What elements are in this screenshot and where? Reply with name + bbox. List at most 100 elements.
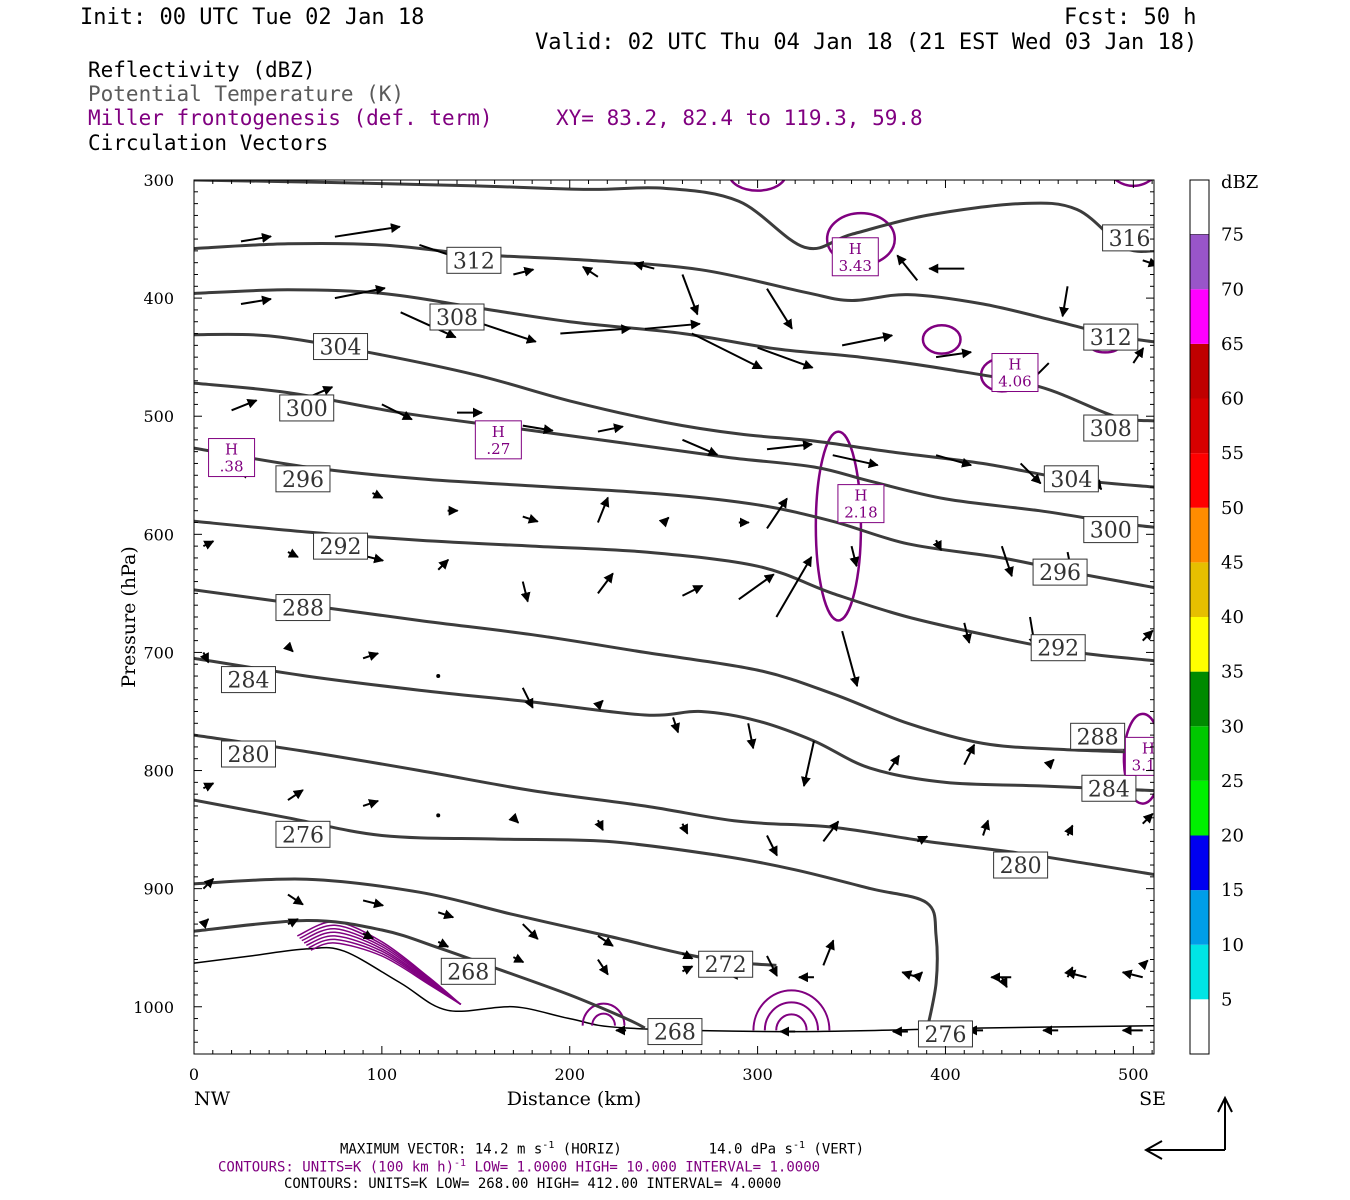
vector-30 xyxy=(682,438,719,456)
theta-label-284-1: 284 xyxy=(1081,774,1137,802)
footer-fronto-contours: CONTOURS: UNITS=K (100 km h)-1 LOW= 1.00… xyxy=(218,1158,820,1176)
theta-label-text: 288 xyxy=(282,597,324,622)
vector-20 xyxy=(841,332,894,347)
vector-14 xyxy=(400,311,457,339)
theta-label-box xyxy=(220,740,276,768)
vector-60 xyxy=(962,622,972,644)
vector-93 xyxy=(522,923,539,940)
fronto-high-letter: H xyxy=(1008,356,1021,374)
theta-label-text: 268 xyxy=(447,960,489,985)
theta-label-292-1: 292 xyxy=(1030,634,1086,662)
fronto-high-value: 3.13 xyxy=(1132,756,1165,774)
vector-57 xyxy=(738,573,775,601)
colorbar-top-cell xyxy=(1189,179,1210,236)
vector-106 xyxy=(512,953,525,964)
endpoint-right-label: SE xyxy=(1139,1088,1166,1110)
y-tick-label-400: 400 xyxy=(143,289,174,308)
theta-contour-268 xyxy=(194,918,646,1030)
vector-105 xyxy=(437,938,450,948)
fronto-high-5: H3.13 xyxy=(1124,736,1165,776)
legend-reflectivity: Reflectivity (dBZ) xyxy=(88,58,316,82)
vector-59 xyxy=(841,630,860,688)
fronto-high-box xyxy=(1124,736,1154,776)
vector-64 xyxy=(283,641,294,653)
colorbar-cell-2 xyxy=(1190,835,1209,891)
fronto-high-value: .27 xyxy=(486,440,510,458)
theta-label-text: 304 xyxy=(1050,468,1092,493)
theta-label-272-0: 272 xyxy=(698,950,754,978)
theta-label-box xyxy=(1043,465,1099,493)
vector-66 xyxy=(436,674,441,679)
vector-77 xyxy=(287,789,304,801)
fronto-surface-arc-1 xyxy=(763,1001,820,1031)
theta-label-box xyxy=(275,820,331,848)
endpoint-left-label: NW xyxy=(194,1088,231,1110)
theta-label-text: 288 xyxy=(1077,725,1119,750)
plot-area: 316 312 312 308 308 304 304 300 300 296 296 292 292 2… xyxy=(194,180,1165,1048)
fronto-surface-arc-2 xyxy=(752,989,831,1031)
legend-circulation-vectors: Circulation Vectors xyxy=(88,131,329,155)
theta-label-box xyxy=(1083,414,1139,442)
vector-16 xyxy=(560,324,632,335)
theta-label-text: 316 xyxy=(1109,227,1151,252)
theta-label-308-0: 308 xyxy=(429,303,485,331)
vector-101 xyxy=(1137,959,1149,971)
fronto-high-value: .38 xyxy=(220,458,244,476)
vector-68 xyxy=(593,699,604,711)
fronto-units-exp: -1 xyxy=(454,1158,467,1169)
fronto-range: LOW= 1.0000 HIGH= 10.000 INTERVAL= 1.000… xyxy=(466,1159,821,1176)
vector-67 xyxy=(521,687,534,709)
theta-label-box xyxy=(917,1020,973,1048)
theta-contour-276 xyxy=(194,798,939,1032)
theta-contour-284 xyxy=(194,656,1154,793)
vector-73 xyxy=(963,743,976,766)
theta-label-268-1: 268 xyxy=(647,1018,703,1046)
vector-5 xyxy=(633,260,655,271)
vector-85 xyxy=(916,835,929,845)
vector-29 xyxy=(597,423,624,434)
theta-label-box xyxy=(275,594,331,622)
x-tick-label-500: 500 xyxy=(1118,1065,1149,1084)
legend-xy-endpoints: XY= 83.2, 82.4 to 119.3, 59.8 xyxy=(556,106,923,130)
vector-86 xyxy=(980,819,990,836)
theta-contour-308 xyxy=(194,288,1154,423)
forecast-hour: Fcst: 50 h xyxy=(1064,5,1197,30)
fronto-high-0: H3.43 xyxy=(831,237,879,277)
fronto-high-1: H4.06 xyxy=(991,353,1039,393)
theta-contour-292 xyxy=(194,519,1154,663)
theta-label-296-1: 296 xyxy=(1032,558,1088,586)
theta-label-box xyxy=(279,394,335,422)
theta-label-box xyxy=(1070,722,1126,750)
x-tick-label-0: 0 xyxy=(189,1065,199,1084)
fronto-high-value: 2.18 xyxy=(844,504,877,522)
vector-88 xyxy=(1142,812,1154,825)
max-vector-vert: 14.0 dPa s xyxy=(708,1141,793,1158)
colorbar-frame xyxy=(1189,179,1210,1055)
vector-0 xyxy=(240,232,272,243)
vector-72 xyxy=(888,754,900,772)
fronto-contour-7 xyxy=(729,180,786,192)
theta-label-text: 292 xyxy=(320,535,362,560)
theta-label-box xyxy=(446,246,502,274)
y-tick-label-300: 300 xyxy=(143,171,174,190)
theta-label-text: 268 xyxy=(654,1021,696,1046)
colorbar-cell-9 xyxy=(1190,453,1209,508)
theta-label-box xyxy=(1032,558,1088,586)
theta-label-292-0: 292 xyxy=(313,532,369,560)
x-tick-label-100: 100 xyxy=(367,1065,398,1084)
theta-label-text: 272 xyxy=(705,953,747,978)
colorbar-level-40: 40 xyxy=(1221,607,1244,628)
theta-label-304-0: 304 xyxy=(313,333,369,361)
vector-43 xyxy=(658,516,670,528)
vector-76 xyxy=(202,782,215,792)
theta-label-304-1: 304 xyxy=(1043,465,1099,493)
theta-label-text: 304 xyxy=(320,336,362,361)
vector-98 xyxy=(912,971,923,983)
fronto-high-box xyxy=(991,353,1039,393)
vector-74 xyxy=(1043,758,1055,770)
reflectivity-colorbar: 5 10 15 20 25 30 35 40 45 50 55 60 65 70 75 dBZ xyxy=(1189,172,1258,1055)
theta-label-text: 300 xyxy=(286,397,328,422)
plot-content: 316 312 312 308 308 304 304 300 300 296 296 292 292 2… xyxy=(194,180,1165,1048)
fronto-high-2: H.38 xyxy=(208,438,256,478)
vector-33 xyxy=(935,454,973,468)
